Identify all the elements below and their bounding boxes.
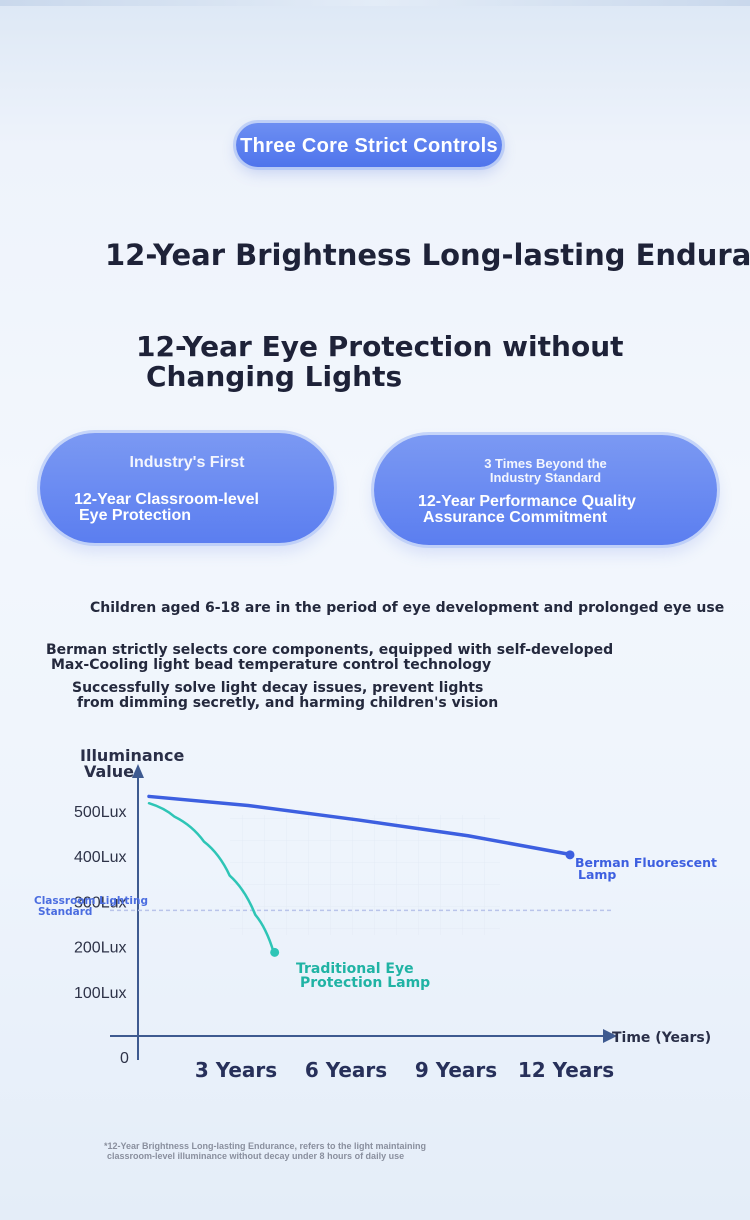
badge-industry-first-sub: Industry's First (129, 454, 245, 471)
headline-eye-protection-line2: Changing Lights (146, 360, 403, 393)
y-tick-label: 400Lux (74, 849, 127, 866)
footnote-line1: *12-Year Brightness Long-lasting Enduran… (104, 1141, 427, 1151)
series-traditional-line (147, 801, 275, 954)
badge-three-times-main: 12-Year Performance Quality Assurance Co… (418, 494, 708, 526)
y-tick-label: 100Lux (74, 985, 127, 1002)
x-axis-label: Time (Years) (612, 1030, 711, 1046)
footnote-line2: classroom-level illuminance without deca… (107, 1151, 405, 1161)
paragraph-light-decay-line1: Successfully solve light decay issues, p… (72, 680, 484, 696)
series-berman-endpoint (565, 850, 575, 860)
y-tick-label: 500Lux (74, 804, 127, 821)
y-tick-label: 200Lux (74, 940, 127, 957)
badge-industry-first-main: 12-Year Classroom-level Eye Protection (74, 492, 314, 524)
series-traditional-label-line2: Protection Lamp (300, 975, 430, 991)
headline-eye-protection-line1: 12-Year Eye Protection without (136, 330, 624, 363)
footnote: *12-Year Brightness Long-lasting Enduran… (104, 1141, 426, 1161)
x-axis-arrow (603, 1029, 617, 1043)
badge-three-times-main-line1: 12-Year Performance Quality (418, 493, 636, 510)
x-tick-label: 9 Years (415, 1058, 497, 1082)
paragraph-light-decay: Successfully solve light decay issues, p… (72, 681, 498, 711)
headline-brightness: 12-Year Brightness Long-lasting Enduran (105, 238, 750, 272)
top-band (0, 0, 750, 6)
x-tick-label: 12 Years (518, 1058, 614, 1082)
y-tick-label: 300Lux (74, 894, 127, 911)
section-pill: Three Core Strict Controls (236, 123, 502, 167)
y-axis-arrow (132, 764, 144, 778)
badge-three-times-sub-line2: Industry Standard (489, 470, 602, 485)
badge-three-times-sub-line1: 3 Times Beyond the (484, 456, 607, 471)
paragraph-core-components-line1: Berman strictly selects core components,… (46, 642, 614, 658)
series-berman-label-line2: Lamp (578, 867, 616, 882)
badge-three-times-sub: 3 Times Beyond the Industry Standard (374, 457, 717, 485)
x-tick-label: 3 Years (195, 1058, 277, 1082)
badge-industry-first-main-line1: 12-Year Classroom-level (74, 491, 259, 508)
paragraph-core-components: Berman strictly selects core components,… (46, 643, 613, 673)
badge-three-times-main-line2: Assurance Commitment (423, 509, 608, 526)
paragraph-children-age: Children aged 6-18 are in the period of … (90, 600, 725, 616)
paragraph-light-decay-line2: from dimming secretly, and harming child… (77, 695, 499, 711)
headline-eye-protection: 12-Year Eye Protection without Changing … (136, 332, 656, 392)
y-axis-label-line2: Value (84, 762, 134, 781)
badge-industry-first: Industry's First 12-Year Classroom-level… (40, 433, 334, 543)
series-traditional-label-line1: Traditional Eye (296, 961, 414, 977)
series-berman-label-line1: Berman Fluorescent (575, 855, 717, 870)
x-tick-label: 6 Years (305, 1058, 387, 1082)
badge-three-times: 3 Times Beyond the Industry Standard 12-… (374, 435, 717, 545)
reference-label-line2: Standard (38, 906, 92, 918)
reference-label-line1: Classroom Lighting (34, 895, 148, 907)
series-traditional-endpoint (270, 947, 280, 957)
y-tick-label: 0 (120, 1050, 129, 1067)
series-berman-line (147, 794, 569, 856)
paragraph-core-components-line2: Max-Cooling light bead temperature contr… (51, 657, 492, 673)
section-pill-label: Three Core Strict Controls (240, 135, 498, 157)
y-axis-label-line1: Illuminance (80, 746, 185, 765)
badge-industry-first-main-line2: Eye Protection (79, 507, 192, 524)
